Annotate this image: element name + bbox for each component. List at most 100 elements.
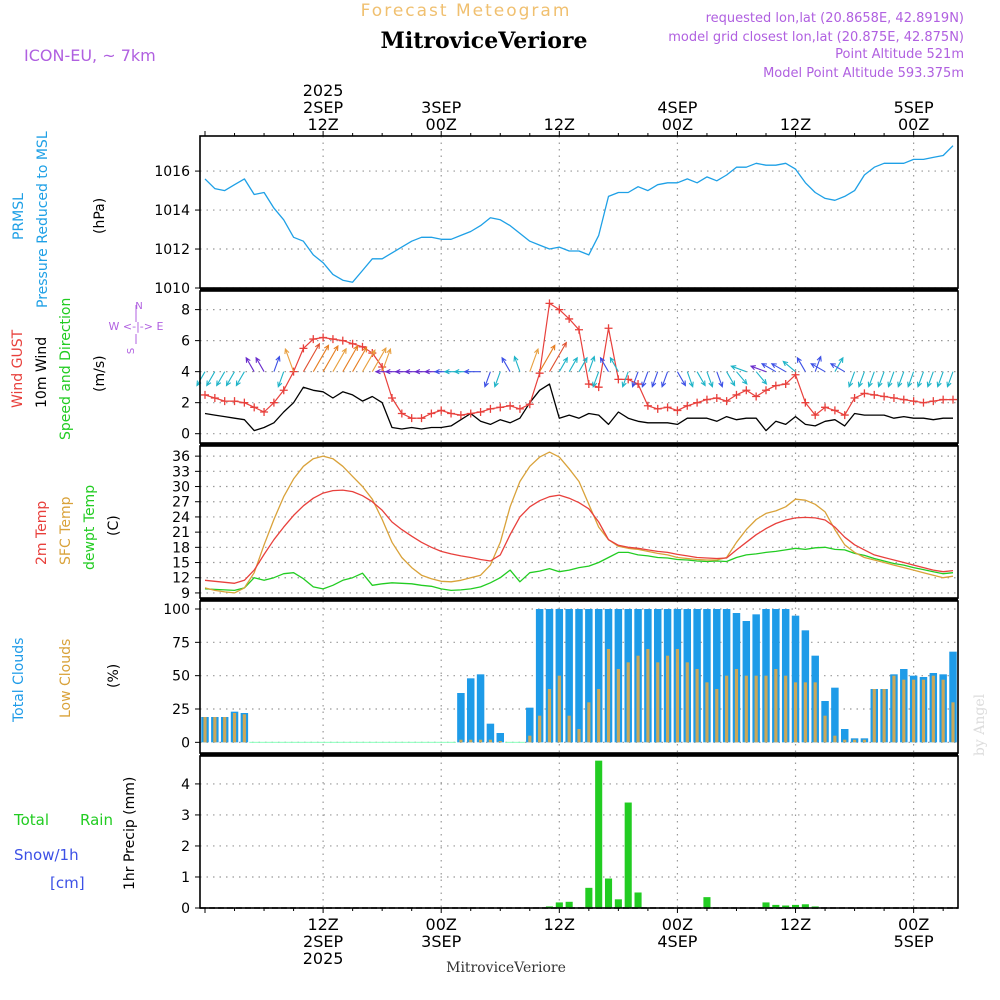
- gust-marker: [299, 344, 308, 353]
- wind-direction-arrow: [730, 365, 747, 373]
- gust-marker: [456, 411, 465, 420]
- wind-direction-arrow: [599, 356, 609, 372]
- wind-direction-arrow: [206, 371, 216, 387]
- gust-marker: [506, 401, 515, 410]
- rain-bar: [614, 899, 622, 908]
- wind-direction-arrow: [760, 363, 777, 373]
- low-cloud-bar: [242, 714, 246, 743]
- gust-marker: [929, 397, 938, 406]
- gust-marker: [880, 392, 889, 401]
- wind-direction-arrow: [651, 371, 659, 388]
- gust-marker: [201, 390, 209, 399]
- wind-direction-arrow: [916, 371, 925, 388]
- wind-direction-arrow: [796, 356, 806, 372]
- ytick-label: 21: [172, 525, 190, 541]
- dewpt-label: dewpt Temp: [82, 485, 98, 570]
- ytick-label: 18: [172, 540, 190, 556]
- low-cloud-bar: [646, 649, 650, 743]
- gust-marker: [702, 395, 711, 404]
- wind-direction-arrow: [549, 341, 567, 372]
- time-label-top: 4SEP: [657, 98, 697, 117]
- panel-frame: [199, 445, 959, 599]
- wind-direction-arrow: [539, 344, 556, 372]
- ytick-label: 27: [172, 495, 190, 511]
- gust-marker: [821, 403, 830, 412]
- ytick-label: 1012: [154, 242, 190, 258]
- rain-bar: [703, 897, 711, 908]
- wind-direction-arrow: [706, 371, 714, 388]
- ytick-label: 0: [181, 901, 190, 917]
- gust-marker: [525, 400, 534, 409]
- gust-marker: [565, 314, 574, 323]
- low-cloud-bar: [695, 669, 699, 743]
- axes-labels: 1010101210141016024689121518212427303336…: [154, 81, 944, 968]
- total-cloud-bar: [565, 609, 573, 743]
- time-label-bottom: 3SEP: [421, 932, 461, 951]
- low-cloud-bar: [675, 649, 679, 743]
- rain-bar: [782, 905, 790, 908]
- wind-direction-arrow: [381, 347, 392, 372]
- wind-direction-arrow: [322, 344, 339, 372]
- wind-direction-arrow: [782, 360, 796, 373]
- wind-direction-arrow: [907, 371, 915, 388]
- time-label-bottom: 12Z: [780, 915, 811, 934]
- dewpt-line: [204, 546, 954, 592]
- ytick-label: 36: [172, 449, 190, 465]
- total-cloud-bar: [713, 609, 721, 743]
- rain-bar: [555, 902, 563, 908]
- ytick-label: 1: [181, 870, 190, 886]
- wind-direction-arrow: [463, 369, 481, 375]
- ytick-label: 2: [181, 839, 190, 855]
- prmsl-desc-label: Pressure Reduced to MSL: [35, 131, 51, 308]
- low-cloud-bar: [203, 717, 207, 743]
- low-cloud-bar: [626, 662, 630, 743]
- gust-marker: [575, 325, 583, 334]
- low-cloud-bar: [577, 729, 581, 743]
- ytick-label: 4: [181, 365, 190, 381]
- wind-direction-arrow: [273, 355, 281, 372]
- wind-direction-arrow: [362, 349, 376, 372]
- gust-marker: [515, 404, 524, 413]
- wind-direction-arrow: [483, 371, 491, 388]
- total-cloud-bar: [526, 707, 534, 743]
- wind-direction-arrow: [501, 356, 511, 372]
- ytick-label: 1014: [154, 203, 190, 219]
- total-cloud-bar: [545, 609, 554, 743]
- wind-direction-arrow: [235, 371, 245, 387]
- compass-s: S: [126, 348, 137, 354]
- ytick-label: 1010: [154, 281, 190, 297]
- wind-direction-arrow: [332, 347, 347, 372]
- low-cloud-bar: [636, 655, 640, 743]
- wind-direction-arrow: [755, 371, 768, 385]
- gust-marker: [781, 380, 790, 389]
- wind-direction-arrow: [810, 363, 826, 373]
- gust-marker: [604, 324, 613, 333]
- wind-direction-arrow: [568, 356, 578, 372]
- gust-marker: [840, 411, 849, 420]
- time-label-bottom: 00Z: [898, 915, 929, 934]
- total-cloud-bar: [466, 678, 475, 743]
- time-label-bottom: 12Z: [307, 915, 338, 934]
- speed-dir-label: Speed and Direction: [58, 298, 74, 440]
- ytick-label: 50: [172, 669, 190, 685]
- footer-location: MitroviceVeriore: [446, 960, 566, 976]
- wind-direction-arrow: [371, 346, 387, 372]
- wind-direction-arrow: [352, 346, 368, 372]
- wind-direction-arrow: [302, 342, 321, 372]
- panel-frame: [199, 290, 959, 444]
- gust-marker: [771, 381, 780, 390]
- prmsl-label: PRMSL: [11, 193, 27, 240]
- total-cloud-bar: [575, 609, 583, 743]
- precip-total-label: Total: [13, 811, 49, 829]
- closest-coords: model grid closest lon,lat (20.875E, 42.…: [668, 30, 964, 45]
- gust-marker: [388, 394, 396, 403]
- ytick-label: 30: [172, 480, 190, 496]
- wind-direction-arrow: [196, 371, 206, 387]
- low-cloud-bar: [862, 739, 866, 743]
- gust-marker: [663, 403, 672, 412]
- gust-marker: [250, 403, 259, 412]
- cloud-unit: (%): [106, 664, 122, 688]
- total-cloud-bar: [476, 674, 485, 743]
- wind-direction-arrow: [609, 356, 619, 372]
- sfc-label: SFC Temp: [58, 496, 74, 565]
